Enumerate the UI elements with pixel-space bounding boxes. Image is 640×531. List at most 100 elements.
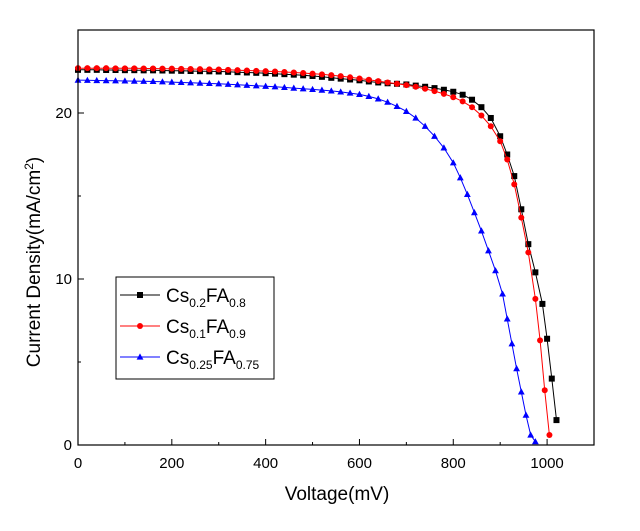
data-point	[497, 138, 504, 145]
data-point	[384, 98, 391, 105]
legend-item-1: Cs0.1FA0.9	[120, 317, 246, 341]
series-line-1	[78, 67, 550, 436]
data-point	[243, 67, 250, 74]
data-point	[252, 82, 260, 89]
data-point	[450, 94, 457, 101]
data-point	[150, 65, 157, 72]
data-point	[205, 79, 213, 87]
data-point	[440, 90, 447, 97]
data-point	[504, 156, 511, 163]
data-point	[440, 86, 447, 93]
y-tick-label: 20	[55, 105, 72, 122]
data-point	[281, 83, 288, 91]
data-point	[356, 90, 363, 98]
data-point	[456, 174, 464, 181]
data-point	[187, 79, 194, 86]
data-point	[262, 82, 270, 89]
data-point	[431, 88, 438, 95]
x-tick-label: 0	[74, 455, 82, 472]
data-point	[492, 267, 499, 274]
data-point	[478, 104, 485, 111]
data-point	[234, 67, 241, 74]
data-point	[365, 92, 373, 99]
y-axis-title-close: )	[24, 157, 45, 163]
data-point	[440, 144, 448, 151]
data-point	[431, 132, 438, 139]
data-point	[527, 431, 535, 438]
data-point	[546, 432, 553, 439]
data-point	[130, 77, 138, 84]
data-point	[337, 88, 345, 95]
data-point	[196, 79, 204, 86]
data-point	[525, 241, 532, 248]
plot-border	[77, 29, 595, 446]
data-point	[517, 388, 525, 395]
data-point	[206, 66, 213, 73]
x-tick-label: 800	[441, 455, 466, 472]
data-point	[485, 247, 492, 254]
data-point	[503, 315, 511, 322]
data-point	[365, 76, 372, 83]
data-point	[487, 123, 494, 130]
legend-marker	[137, 323, 143, 329]
legend-item-2: Cs0.25FA0.75	[120, 348, 260, 372]
data-point	[234, 81, 241, 88]
legend-marker	[136, 353, 144, 360]
data-point	[300, 69, 307, 76]
x-tick-label: 400	[253, 455, 278, 472]
legend-marker	[137, 292, 143, 298]
data-point	[374, 95, 382, 102]
series-2	[74, 76, 539, 445]
data-point	[469, 104, 476, 111]
data-point	[518, 206, 525, 213]
data-point	[318, 86, 326, 93]
data-point	[402, 107, 410, 114]
data-point	[309, 85, 316, 93]
data-point	[168, 78, 176, 85]
data-point	[140, 65, 147, 72]
data-point	[309, 70, 316, 77]
x-tick-label: 200	[159, 455, 184, 472]
data-point	[422, 85, 429, 92]
data-point	[513, 365, 520, 372]
data-point	[140, 77, 148, 84]
data-point	[187, 66, 194, 73]
data-point	[262, 68, 269, 75]
data-point	[412, 83, 419, 90]
data-point	[384, 79, 391, 86]
data-point	[84, 65, 91, 72]
data-point	[328, 72, 335, 79]
data-point	[159, 78, 166, 85]
data-point	[271, 83, 279, 90]
data-point	[121, 65, 128, 72]
data-point	[215, 80, 223, 87]
data-point	[196, 66, 203, 73]
data-point	[121, 77, 129, 84]
data-point	[403, 82, 410, 89]
data-point	[337, 73, 344, 80]
data-point	[470, 209, 478, 216]
data-point	[290, 84, 298, 91]
data-point	[469, 96, 476, 103]
legend-label: Cs0.1FA0.9	[166, 317, 246, 341]
data-point	[112, 65, 119, 72]
data-point	[511, 181, 518, 188]
data-point	[225, 66, 232, 73]
data-point	[346, 89, 354, 96]
data-point	[168, 65, 175, 72]
data-point	[347, 74, 354, 81]
data-point	[497, 133, 504, 140]
data-point	[553, 417, 560, 424]
data-point	[290, 69, 297, 76]
data-point	[449, 159, 457, 166]
data-point	[421, 122, 429, 129]
data-point	[215, 66, 222, 73]
data-point	[532, 269, 539, 276]
data-point	[272, 68, 279, 75]
data-point	[487, 114, 494, 121]
data-point	[539, 300, 546, 307]
curves-layer	[74, 65, 560, 445]
y-axis-title-superscript: 2	[22, 163, 36, 170]
data-point	[93, 65, 100, 72]
